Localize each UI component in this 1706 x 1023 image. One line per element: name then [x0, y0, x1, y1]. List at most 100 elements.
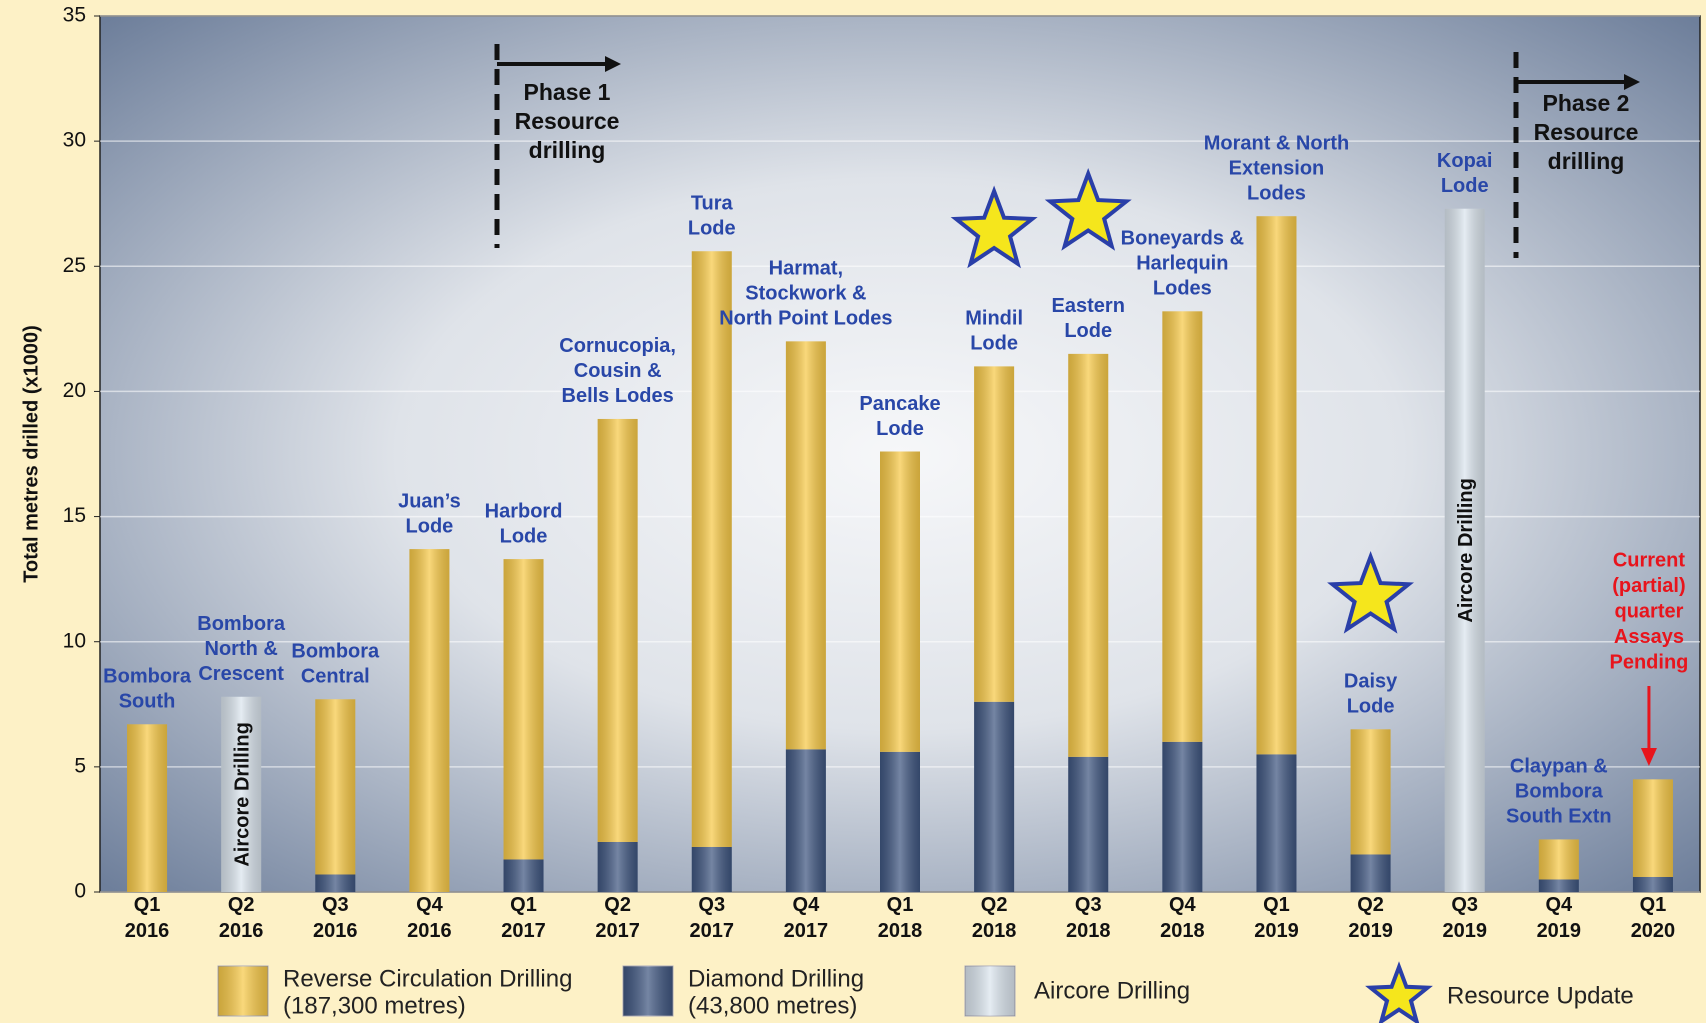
bar-label: Morant & North: [1204, 133, 1350, 155]
x-tick-label: Q2 2019: [1348, 894, 1393, 942]
bar-shine: [221, 696, 262, 892]
bar-label: Lodes: [1153, 278, 1212, 300]
y-tick-label: 30: [63, 129, 86, 152]
x-tick-label: Q1 2016: [125, 894, 170, 942]
bar-shine: [1068, 353, 1109, 757]
phase-label: Phase 2: [1543, 90, 1630, 116]
legend-star: [1365, 961, 1433, 1023]
bar-inner-label: Aircore Drilling: [1455, 478, 1477, 622]
x-tick-label: Q3 2017: [690, 894, 735, 942]
y-tick-label: 10: [63, 629, 86, 652]
bar-shine: [1256, 754, 1297, 892]
bar-label: Stockwork &: [745, 283, 866, 305]
bar-shine: [315, 874, 356, 892]
note-label: Assays: [1614, 626, 1684, 648]
bar-label: Cousin &: [574, 360, 662, 382]
legend-label: Resource Update: [1447, 982, 1634, 1009]
x-tick-label: Q4 2019: [1537, 894, 1582, 942]
bar-label: North &: [205, 638, 278, 660]
bar-shine: [409, 549, 450, 892]
bar-shine: [1350, 854, 1391, 892]
bar-label: Mindil: [965, 308, 1023, 330]
resource-marker: [1327, 551, 1415, 634]
y-tick-label: 35: [63, 4, 86, 27]
bar-label: Cornucopia,: [559, 335, 676, 357]
legend-label: Reverse Circulation Drilling: [283, 965, 572, 992]
bar-shine: [880, 451, 920, 752]
x-tick-label: Q1 2017: [501, 894, 546, 942]
note-label: (partial): [1612, 575, 1685, 597]
note-label: Current: [1613, 549, 1686, 571]
bar-shine: [1350, 729, 1391, 855]
bar-shine: [1632, 876, 1673, 892]
bar-label: Harbord: [485, 500, 563, 522]
bar-shine: [1162, 741, 1203, 892]
bar-shine: [785, 341, 826, 750]
y-tick-label: 20: [63, 379, 86, 402]
phase-arrow-head: [605, 56, 621, 72]
bar-shine: [1068, 756, 1109, 892]
bar-shine: [974, 366, 1015, 702]
bar-label: Central: [301, 666, 370, 688]
legend-shine: [623, 966, 673, 1016]
x-tick-label: Q4 2017: [784, 894, 829, 942]
y-tick-label: 5: [74, 754, 86, 777]
x-tick-label: Q2 2017: [595, 894, 640, 942]
bar-shine: [1632, 779, 1673, 877]
bar-shine: [315, 699, 356, 875]
bar-label: Juan’s: [398, 490, 461, 512]
bar-shine: [127, 724, 168, 892]
legend-note: (187,300 metres): [283, 992, 466, 1019]
bar-shine: [880, 751, 920, 892]
bar-label: Tura: [691, 193, 734, 215]
bar-label: Lode: [500, 525, 548, 547]
bar-label: Lode: [406, 515, 454, 537]
legend-shine: [218, 966, 268, 1016]
bar-label: Bombora: [291, 641, 380, 663]
bar-shine: [1538, 879, 1579, 892]
note-label: quarter: [1614, 600, 1683, 622]
phase-label: Resource: [1534, 119, 1639, 145]
bar-inner-label: Aircore Drilling: [231, 722, 253, 866]
x-tick-label: Q3 2019: [1442, 894, 1487, 942]
bar-shine: [597, 418, 638, 842]
bar-label: Eastern: [1052, 295, 1125, 317]
bar-shine: [691, 846, 732, 892]
bar-shine: [691, 251, 732, 847]
legend-shine: [965, 966, 1015, 1016]
legend-label: Diamond Drilling: [688, 965, 864, 992]
bar-shine: [597, 841, 638, 892]
bar-label: Crescent: [198, 663, 284, 685]
bar-label: Boneyards &: [1121, 228, 1244, 250]
bar-label: Bombora: [103, 666, 192, 688]
x-tick-label: Q3 2016: [313, 894, 358, 942]
bar-shine: [1538, 839, 1579, 880]
bar-label: Bombora: [1515, 781, 1604, 803]
bar-label: Lode: [876, 418, 924, 440]
legend-note: (43,800 metres): [688, 992, 857, 1019]
bar-label: Pancake: [859, 393, 940, 415]
bar-shine: [1256, 216, 1297, 755]
bar-label: North Point Lodes: [719, 308, 892, 330]
bar-label: Lode: [1347, 696, 1395, 718]
bar-label: Lode: [688, 218, 736, 240]
bar-label: Bombora: [197, 613, 286, 635]
y-axis-label: Total metres drilled (x1000): [20, 325, 42, 583]
y-tick-label: 25: [63, 254, 86, 277]
bar-shine: [1162, 311, 1203, 742]
bar-label: Lodes: [1247, 183, 1306, 205]
note-label: Pending: [1609, 651, 1688, 673]
phase-arrow-head: [1624, 74, 1640, 90]
x-tick-label: Q4 2016: [407, 894, 452, 942]
phase-label: drilling: [529, 137, 606, 163]
resource-marker: [950, 185, 1038, 269]
phase-label: Phase 1: [524, 79, 611, 105]
bar-shine: [785, 749, 826, 892]
bar-label: Daisy: [1344, 671, 1398, 693]
bar-shine: [503, 859, 544, 892]
bar-label: Claypan &: [1510, 756, 1608, 778]
bar-label: South Extn: [1506, 806, 1612, 828]
bar-label: Lode: [1441, 175, 1489, 197]
x-tick-label: Q1 2020: [1631, 894, 1676, 942]
bar-shine: [1444, 208, 1485, 893]
